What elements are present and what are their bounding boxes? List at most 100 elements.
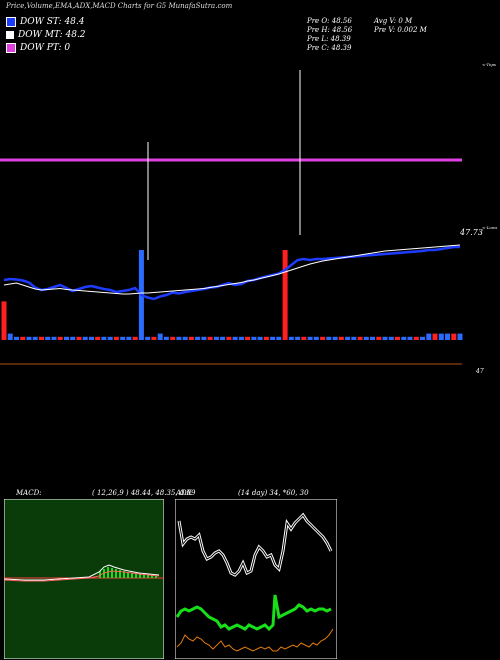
- price-label-bottom: 47: [475, 368, 484, 375]
- volume-bar: [120, 336, 126, 340]
- macd-hist-bar: [127, 572, 129, 578]
- volume-bar: [220, 336, 226, 340]
- legend-dow-pt: DOW PT: 0: [6, 43, 70, 53]
- legend-swatch-st: [6, 17, 16, 27]
- dow-st-line: [3, 245, 460, 301]
- volume-bar: [457, 333, 463, 340]
- volume-bar: [7, 333, 13, 340]
- volume-bar: [376, 336, 382, 340]
- macd-hist-bar: [111, 568, 113, 578]
- volume-bar: [245, 336, 251, 340]
- volume-bar: [407, 336, 413, 340]
- tops-label: <-Tops: [482, 62, 496, 67]
- volume-bar: [326, 336, 332, 340]
- macd-panel: [4, 499, 164, 659]
- macd-label: MACD:: [16, 489, 42, 497]
- adx-line-inner: [178, 514, 332, 576]
- volume-bar: [20, 336, 26, 340]
- legend-dow-mt: DOW MT: 48.2: [6, 30, 86, 40]
- legend-label-mt: DOW MT: 48.2: [18, 30, 86, 40]
- volume-bar: [26, 336, 32, 340]
- volume-bar: [257, 336, 263, 340]
- volume-bar: [288, 336, 294, 340]
- adx-plus-di-line: [175, 594, 332, 632]
- macd-hist-bar: [139, 574, 141, 578]
- macd-line: [4, 564, 160, 581]
- volume-bar: [1, 301, 7, 340]
- volume-bar: [89, 336, 94, 340]
- volume-bar: [426, 333, 432, 340]
- volume-bar: [301, 336, 307, 340]
- volume-bar: [207, 336, 213, 340]
- macd-values: ( 12,26,9 ) 48.44, 48.35, 0.09: [92, 489, 196, 497]
- volume-bar: [163, 336, 169, 340]
- volume-bar: [39, 336, 44, 340]
- macd-hist-bar: [147, 575, 149, 578]
- volume-bar: [107, 336, 113, 340]
- volume-bar: [382, 336, 388, 340]
- volume-bar: [188, 336, 194, 340]
- volume-bar: [351, 336, 357, 340]
- adx-minus-di-line: [176, 628, 334, 652]
- macd-hist-bar: [135, 574, 137, 578]
- volume-bar: [176, 336, 182, 340]
- volume-bar: [357, 336, 363, 340]
- info-low: Pre L: 48.39: [307, 35, 351, 43]
- info-open: Pre O: 48.56: [307, 17, 352, 25]
- volume-bar: [332, 336, 338, 340]
- lows-label: <-Lows: [482, 225, 497, 230]
- legend-label-pt: DOW PT: 0: [20, 43, 71, 53]
- adx-label: ADX: [176, 489, 192, 497]
- volume-bar: [238, 336, 244, 340]
- volume-bar: [313, 336, 319, 340]
- volume-bar: [195, 336, 201, 340]
- volume-bar: [95, 336, 101, 340]
- adx-panel: [175, 499, 337, 659]
- volume-bar: [170, 336, 176, 340]
- adx-values: (14 day) 34, *60, 30: [238, 489, 309, 497]
- macd-hist-bar: [151, 575, 153, 578]
- macd-hist-bar: [131, 573, 133, 578]
- macd-hist-bar: [115, 569, 117, 578]
- legend-dow-st: DOW ST: 48.4: [6, 17, 85, 27]
- volume-bar: [307, 336, 313, 340]
- volume-bar: [232, 336, 238, 340]
- price-label-last: 47.73: [459, 228, 483, 237]
- volume-bar: [70, 336, 76, 340]
- volume-bar: [45, 336, 51, 340]
- macd-hist-bar: [123, 571, 125, 578]
- volume-bar: [151, 336, 157, 340]
- volume-bar: [113, 336, 119, 340]
- volume-bar: [438, 333, 444, 340]
- volume-bar: [57, 336, 63, 340]
- volume-bar: [363, 336, 369, 340]
- volume-bar: [320, 336, 326, 340]
- volume-bar: [395, 336, 400, 340]
- dow-mt-line: [3, 244, 461, 295]
- volume-bar: [251, 336, 257, 340]
- macd-hist-bar: [99, 571, 101, 578]
- price-chart: 47.73 47 <-Tops <-Lows: [0, 62, 497, 375]
- volume-bar: [338, 336, 344, 340]
- legend-swatch-mt: [6, 31, 14, 39]
- volume-bar: [413, 336, 419, 340]
- volume-bar: [182, 336, 188, 340]
- volume-bar: [345, 336, 351, 340]
- volume-bar: [401, 336, 407, 340]
- macd-signal-line: [4, 570, 160, 582]
- volume-bar: [276, 336, 282, 340]
- info-pre-volume: Pre V: 0.002 M: [374, 26, 427, 34]
- info-avg-volume: Avg V: 0 M: [374, 17, 413, 25]
- volume-bar: [82, 336, 88, 340]
- volume-bar: [51, 336, 57, 340]
- volume-bar: [263, 336, 269, 340]
- macd-hist-bar: [155, 576, 157, 578]
- volume-bar: [126, 336, 132, 340]
- volume-bar: [432, 333, 438, 340]
- volume-bar: [282, 250, 288, 340]
- volume-bar: [388, 336, 394, 340]
- volume-bar: [101, 336, 107, 340]
- legend-swatch-pt: [6, 43, 16, 53]
- volume-bar: [132, 336, 138, 340]
- volume-bar: [370, 336, 375, 340]
